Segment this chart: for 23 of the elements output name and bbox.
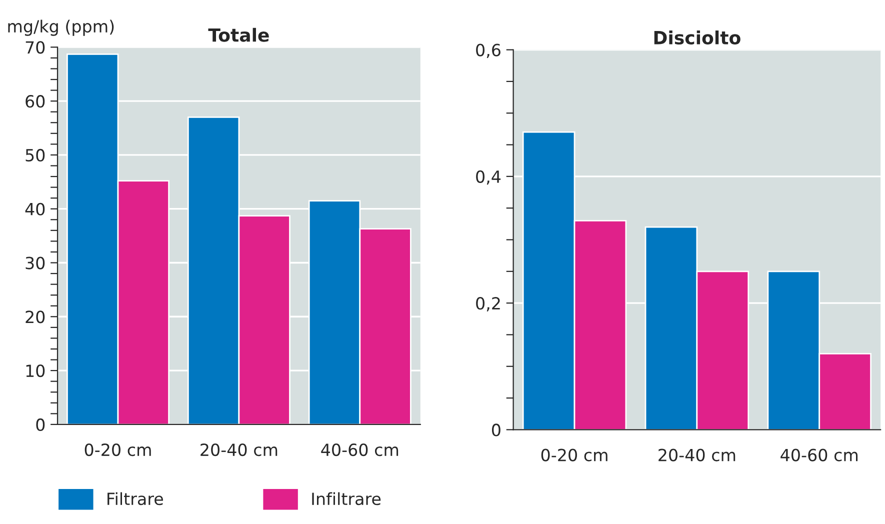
- x-tick-label: 20-40 cm: [200, 443, 278, 456]
- y-tick-label: 70: [26, 41, 45, 54]
- y-tick-label: 30: [26, 256, 45, 270]
- y-axis-title: mg/kg (ppm): [8, 20, 114, 36]
- y-tick-label: 0: [492, 424, 500, 436]
- x-tick-label: 0-20 cm: [541, 448, 608, 462]
- chart-title: Totale: [208, 28, 269, 42]
- legend-label: Infiltrare: [312, 492, 381, 506]
- y-tick-label: 10: [26, 364, 45, 378]
- x-tick-label: 40-60 cm: [321, 443, 398, 456]
- y-tick-label: 0,4: [476, 170, 501, 185]
- x-tick-label: 20-40 cm: [658, 448, 736, 462]
- y-tick-label: 0,2: [476, 297, 500, 312]
- y-tick-label: 60: [26, 95, 45, 108]
- y-tick-label: 40: [25, 202, 45, 216]
- y-tick-label: 0: [36, 418, 45, 432]
- x-tick-label: 0-20 cm: [84, 443, 151, 456]
- x-tick-label: 40-60 cm: [780, 448, 858, 462]
- legend-label: Filtrare: [108, 492, 163, 506]
- chart-title: Disciolto: [654, 30, 740, 44]
- y-tick-label: 20: [26, 310, 45, 324]
- y-tick-label: 50: [26, 148, 45, 162]
- y-tick-label: 0,6: [476, 44, 500, 58]
